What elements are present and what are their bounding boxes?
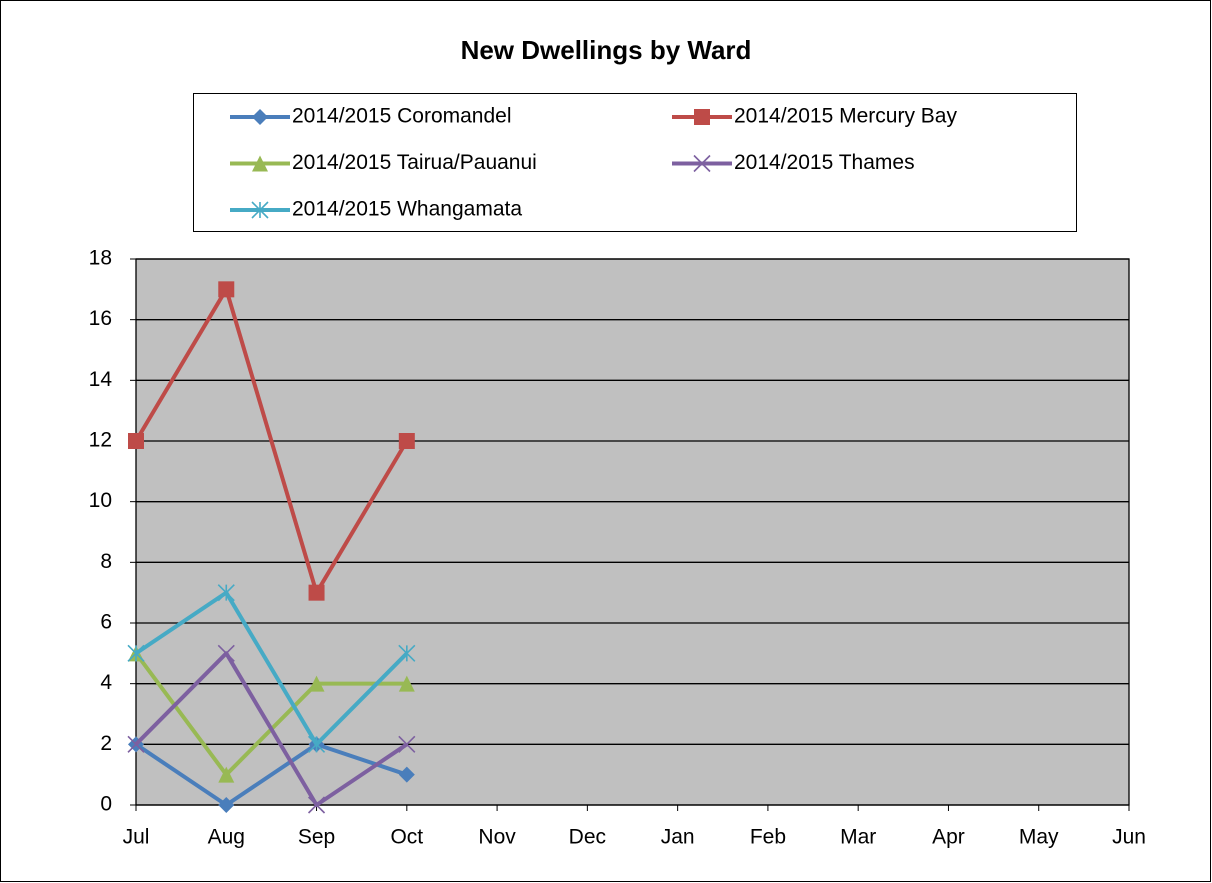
y-tick-label: 18 — [89, 247, 112, 270]
y-tick-label: 4 — [100, 671, 112, 694]
series-line — [134, 742, 408, 807]
series-line — [134, 651, 408, 807]
x-tick-label: Apr — [932, 826, 965, 849]
x-tick-label: Sep — [298, 826, 335, 849]
series-marker — [217, 644, 235, 662]
series-marker — [308, 584, 325, 601]
series-marker — [398, 433, 415, 449]
x-tick-label: Mar — [840, 826, 876, 849]
series-marker — [398, 766, 415, 783]
series-marker — [398, 675, 415, 692]
legend-label: 2014/2015 Whangamata — [292, 198, 522, 221]
series-marker — [308, 675, 325, 692]
series-marker — [128, 433, 144, 449]
legend-label: 2014/2015 Tairua/Pauanui — [292, 151, 537, 174]
plot-border — [135, 258, 1130, 806]
x-tick-label: Oct — [390, 826, 423, 849]
legend-marker — [251, 201, 269, 219]
series-marker — [218, 797, 235, 813]
series-marker — [218, 281, 235, 298]
legend-marker — [252, 155, 268, 172]
plot-area — [136, 259, 1129, 805]
series-marker — [217, 584, 235, 602]
y-tick-label: 12 — [89, 429, 112, 452]
series-marker — [398, 735, 416, 753]
y-tick-label: 16 — [89, 307, 112, 330]
x-tick-label: May — [1019, 826, 1059, 849]
x-tick-label: Dec — [569, 826, 606, 849]
legend-box — [193, 93, 1077, 232]
legend-label: 2014/2015 Mercury Bay — [734, 105, 957, 128]
x-tick-label: Jan — [661, 826, 695, 849]
x-tick-label: Aug — [208, 826, 245, 849]
x-tick-label: Nov — [478, 826, 516, 849]
series-marker — [307, 735, 326, 753]
series-marker — [127, 735, 145, 753]
y-tick-label: 6 — [100, 611, 112, 634]
x-tick-label: Jun — [1112, 826, 1146, 849]
series-marker — [218, 766, 235, 783]
x-tick-label: Feb — [750, 826, 786, 849]
y-tick-label: 0 — [100, 793, 112, 816]
legend-marker — [252, 109, 268, 125]
series-line — [134, 590, 409, 747]
legend-label: 2014/2015 Coromandel — [292, 105, 512, 128]
y-tick-label: 2 — [100, 732, 112, 755]
series-marker — [127, 644, 145, 662]
series-marker — [398, 644, 416, 662]
legend-label: 2014/2015 Thames — [734, 151, 915, 174]
series-line — [134, 287, 409, 595]
y-tick-label: 14 — [89, 368, 113, 391]
x-tick-label: Jul — [123, 826, 150, 849]
y-tick-label: 10 — [89, 489, 112, 512]
legend-marker — [694, 109, 710, 125]
series-marker — [307, 796, 326, 814]
y-tick-label: 8 — [100, 550, 112, 573]
legend-marker — [693, 154, 711, 173]
chart-title: New Dwellings by Ward — [461, 35, 752, 65]
